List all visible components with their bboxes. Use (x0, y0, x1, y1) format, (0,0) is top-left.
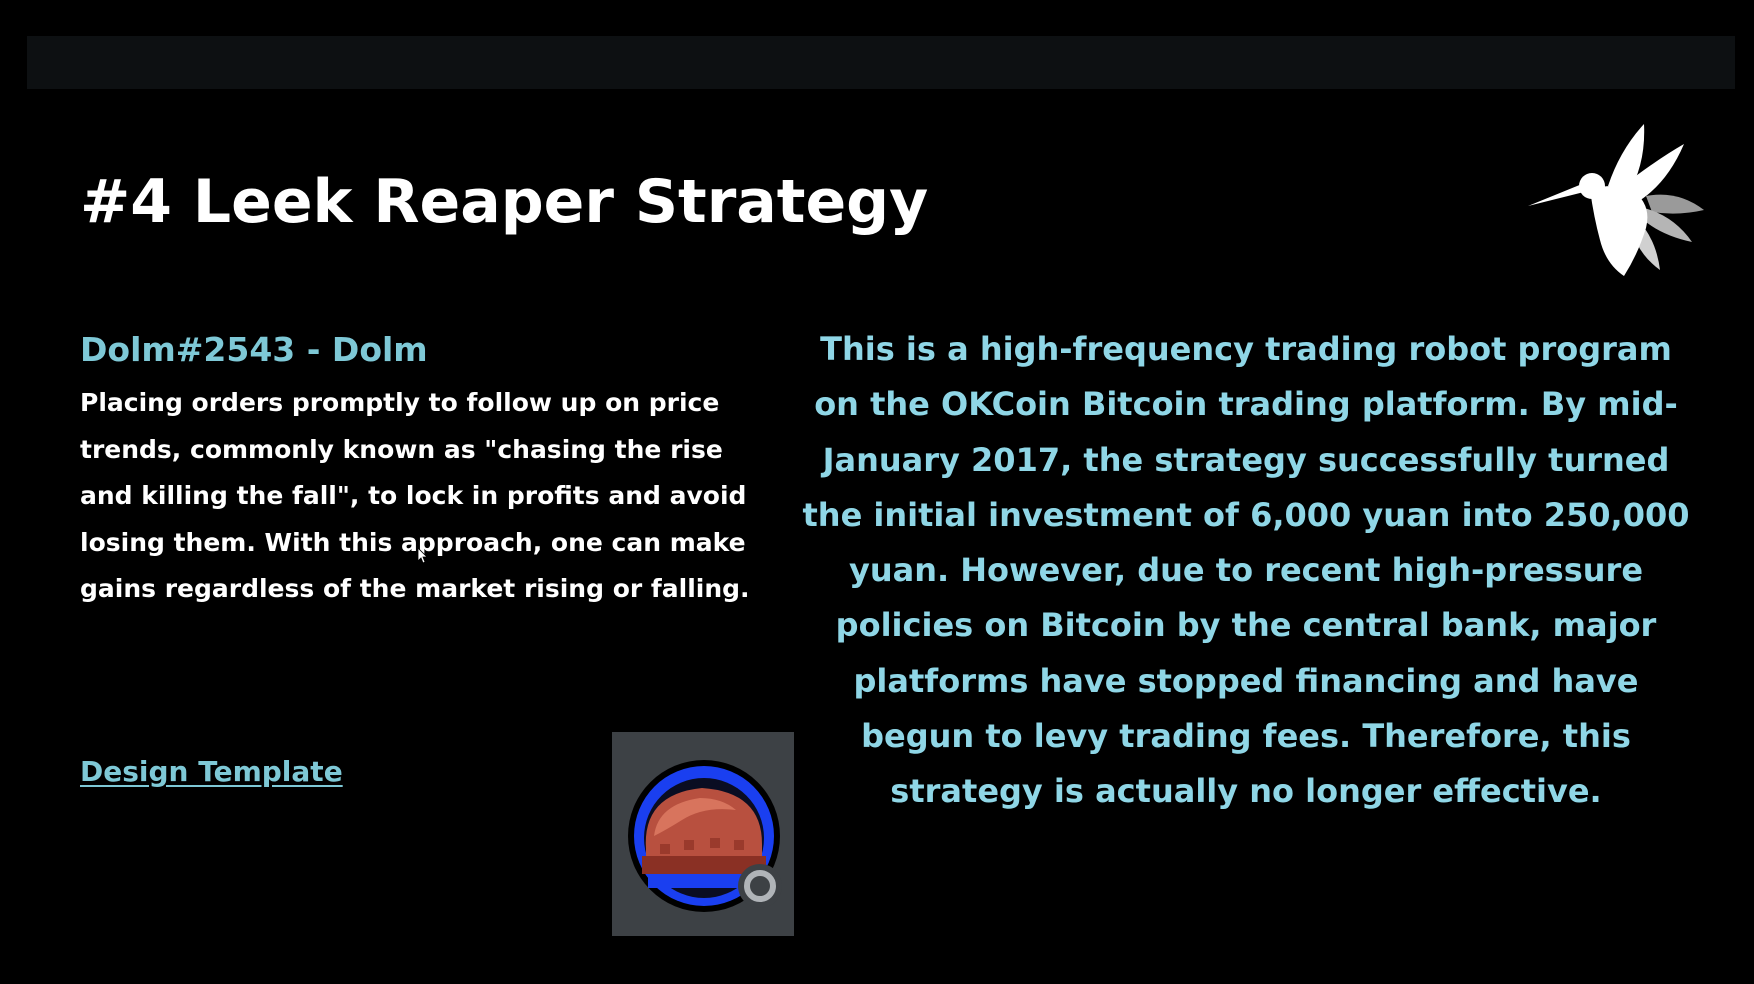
top-bar (27, 36, 1735, 89)
avatar (612, 732, 794, 936)
hummingbird-logo-icon (1528, 124, 1704, 280)
helmet-avatar-icon (642, 788, 766, 888)
strategy-description: Placing orders promptly to follow up on … (80, 388, 750, 603)
status-ring-icon (738, 864, 782, 908)
slide-title: #4 Leek Reaper Strategy (80, 167, 929, 237)
strategy-background-text: This is a high-frequency trading robot p… (802, 330, 1690, 811)
author-name: Dolm#2543 - Dolm (80, 330, 428, 369)
mouse-cursor-icon (417, 547, 428, 564)
design-template-link[interactable]: Design Template (80, 755, 343, 788)
